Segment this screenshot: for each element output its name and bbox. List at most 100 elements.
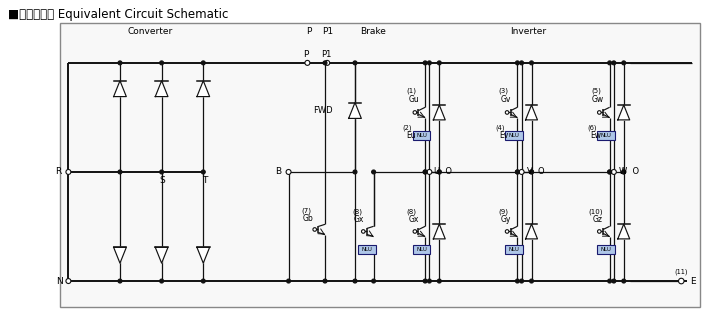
- Bar: [505, 131, 523, 140]
- Circle shape: [597, 230, 601, 233]
- Text: N: N: [55, 277, 63, 286]
- Text: P: P: [306, 27, 311, 36]
- Bar: [412, 131, 430, 140]
- Circle shape: [515, 170, 520, 174]
- Circle shape: [516, 134, 520, 137]
- Polygon shape: [618, 105, 630, 120]
- Text: NLU: NLU: [601, 247, 611, 252]
- Bar: [597, 245, 615, 254]
- Circle shape: [118, 279, 122, 283]
- Text: Gv: Gv: [501, 95, 511, 104]
- Circle shape: [530, 61, 533, 65]
- Circle shape: [423, 279, 427, 283]
- Circle shape: [160, 61, 164, 65]
- Text: Gy: Gy: [501, 215, 511, 224]
- Text: NLU: NLU: [508, 247, 519, 252]
- Circle shape: [608, 134, 611, 137]
- Circle shape: [160, 170, 164, 174]
- Circle shape: [66, 279, 71, 284]
- Circle shape: [437, 279, 442, 283]
- Circle shape: [506, 230, 509, 233]
- Circle shape: [621, 170, 626, 174]
- Text: Gx: Gx: [408, 215, 419, 224]
- Text: V  O: V O: [527, 167, 544, 176]
- Circle shape: [353, 61, 357, 65]
- Circle shape: [323, 61, 327, 65]
- Circle shape: [305, 60, 310, 65]
- Text: NLU: NLU: [416, 247, 427, 252]
- Polygon shape: [433, 105, 445, 120]
- Text: P1: P1: [321, 27, 333, 36]
- Circle shape: [313, 228, 316, 231]
- Circle shape: [427, 61, 432, 65]
- Circle shape: [201, 279, 205, 283]
- Text: NLU: NLU: [508, 133, 519, 138]
- Polygon shape: [155, 247, 168, 263]
- Text: (8): (8): [407, 208, 417, 215]
- Circle shape: [678, 278, 684, 284]
- Text: (10): (10): [589, 208, 603, 215]
- Bar: [597, 131, 615, 140]
- Circle shape: [437, 170, 442, 174]
- Circle shape: [608, 279, 611, 283]
- Text: W  O: W O: [619, 167, 639, 176]
- Circle shape: [423, 170, 427, 174]
- Circle shape: [621, 61, 626, 65]
- Polygon shape: [197, 247, 210, 263]
- Text: NLU: NLU: [361, 247, 373, 252]
- Text: (8): (8): [352, 208, 362, 215]
- Text: (1): (1): [407, 88, 417, 94]
- Circle shape: [424, 134, 427, 137]
- Circle shape: [361, 230, 365, 233]
- Text: NLU: NLU: [416, 133, 427, 138]
- Circle shape: [612, 61, 616, 65]
- Polygon shape: [155, 81, 168, 97]
- Polygon shape: [525, 105, 538, 120]
- Circle shape: [118, 61, 122, 65]
- Circle shape: [515, 61, 520, 65]
- Circle shape: [437, 170, 442, 174]
- Polygon shape: [433, 224, 445, 239]
- Bar: [358, 245, 376, 254]
- Circle shape: [423, 61, 427, 65]
- Circle shape: [372, 279, 375, 283]
- Polygon shape: [114, 247, 127, 263]
- Circle shape: [437, 61, 442, 65]
- Circle shape: [160, 279, 164, 283]
- Text: Inverter: Inverter: [510, 27, 547, 36]
- Text: P1: P1: [321, 50, 331, 59]
- Text: U  O: U O: [434, 167, 452, 176]
- Polygon shape: [348, 103, 361, 119]
- Text: Eu: Eu: [407, 131, 417, 140]
- Text: (9): (9): [498, 208, 509, 215]
- Circle shape: [427, 169, 432, 174]
- Circle shape: [608, 170, 611, 174]
- Circle shape: [353, 279, 357, 283]
- Circle shape: [621, 279, 626, 283]
- Bar: [412, 245, 430, 254]
- Circle shape: [325, 60, 330, 65]
- Polygon shape: [197, 81, 210, 97]
- Text: S: S: [160, 176, 166, 185]
- Circle shape: [608, 61, 611, 65]
- Circle shape: [608, 170, 611, 174]
- Text: FWD: FWD: [314, 106, 333, 115]
- Circle shape: [413, 111, 417, 114]
- Circle shape: [286, 169, 291, 174]
- Text: (2): (2): [403, 124, 412, 131]
- Circle shape: [427, 279, 432, 283]
- Text: Gb: Gb: [303, 214, 314, 223]
- Circle shape: [515, 279, 520, 283]
- Polygon shape: [618, 224, 630, 239]
- Text: Brake: Brake: [360, 27, 386, 36]
- Circle shape: [372, 170, 375, 174]
- Text: (6): (6): [587, 124, 597, 131]
- Circle shape: [621, 170, 626, 174]
- Circle shape: [423, 170, 427, 174]
- Circle shape: [66, 169, 71, 174]
- Circle shape: [323, 279, 327, 283]
- Circle shape: [353, 170, 357, 174]
- Circle shape: [506, 111, 509, 114]
- Polygon shape: [114, 81, 127, 97]
- Text: (11): (11): [675, 269, 688, 275]
